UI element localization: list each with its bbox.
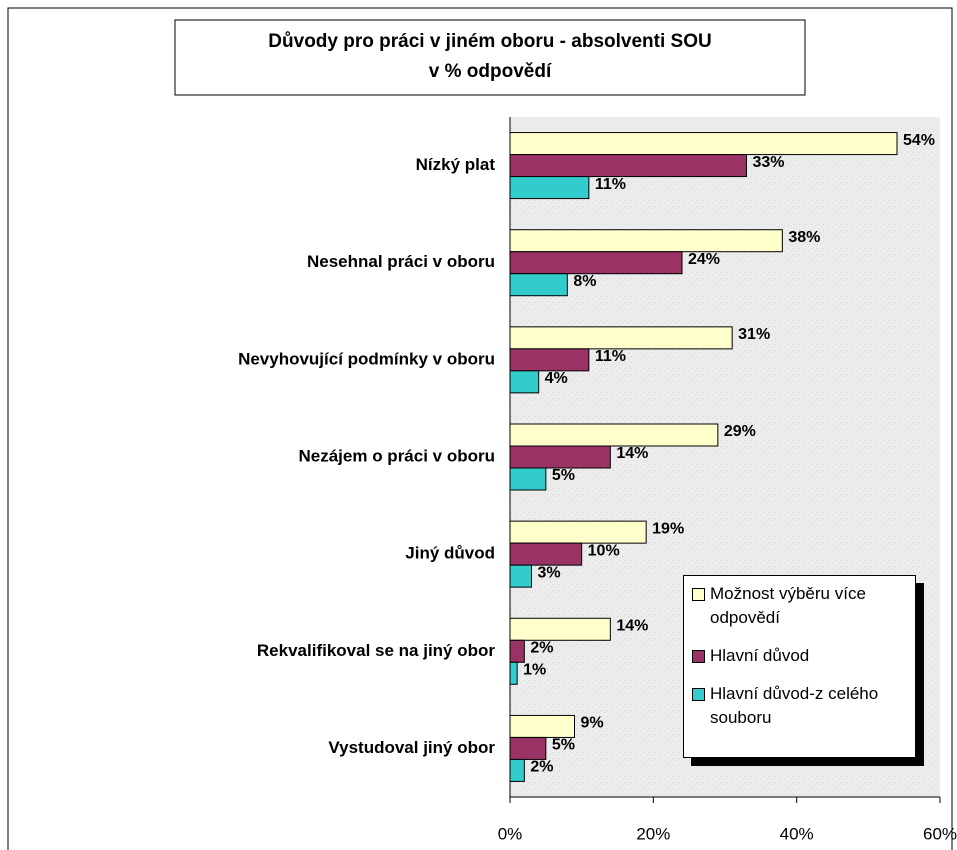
chart-title: v % odpovědí <box>429 61 552 82</box>
legend-item: Hlavní důvod-z celého souboru <box>688 682 911 730</box>
bar <box>509 370 540 394</box>
category-label: Jiný důvod <box>405 544 495 563</box>
legend-swatch <box>692 588 705 601</box>
data-label: 31% <box>738 326 770 343</box>
bar <box>509 273 568 297</box>
data-label: 5% <box>552 737 575 754</box>
data-label: 19% <box>652 520 684 537</box>
category-label: Vystudoval jiný obor <box>328 738 495 757</box>
bar <box>509 714 575 738</box>
category-label: Nízký plat <box>416 155 496 174</box>
bar <box>509 542 583 566</box>
data-label: 2% <box>530 640 553 657</box>
chart-title: Důvody pro práci v jiném oboru - absolve… <box>268 31 711 52</box>
bar <box>509 661 518 685</box>
data-label: 9% <box>581 715 604 732</box>
bar <box>509 132 898 156</box>
bar <box>509 445 611 469</box>
category-label: Nesehnal práci v oboru <box>307 252 495 271</box>
legend-label: Možnost výběru více odpovědí <box>710 584 866 627</box>
category-label: Nevyhovující podmínky v oboru <box>238 349 495 368</box>
bar <box>509 617 611 641</box>
bar <box>509 564 532 588</box>
data-label: 14% <box>616 445 648 462</box>
data-label: 11% <box>595 176 626 193</box>
legend-item: Možnost výběru více odpovědí <box>688 582 911 630</box>
data-label: 2% <box>530 759 553 776</box>
data-label: 8% <box>573 273 596 290</box>
x-tick-label: 0% <box>498 824 523 843</box>
legend-item: Hlavní důvod <box>688 644 911 668</box>
title-box <box>174 19 806 96</box>
bar <box>509 348 590 372</box>
data-label: 1% <box>523 662 546 679</box>
bar <box>509 154 747 178</box>
data-label: 4% <box>545 370 568 387</box>
bar <box>509 251 683 275</box>
category-label: Rekvalifikoval se na jiný obor <box>257 641 495 660</box>
bar <box>509 326 733 350</box>
data-label: 3% <box>538 564 561 581</box>
data-label: 54% <box>903 132 935 149</box>
category-label: Nezájem o práci v oboru <box>299 446 496 465</box>
bar <box>509 758 525 782</box>
data-label: 5% <box>552 467 575 484</box>
legend-swatch <box>692 688 705 701</box>
data-label: 38% <box>788 229 820 246</box>
legend-swatch <box>692 650 705 663</box>
bar <box>509 736 547 760</box>
data-label: 29% <box>724 423 756 440</box>
legend-label: Hlavní důvod <box>710 646 810 665</box>
bar <box>509 520 647 544</box>
legend: Možnost výběru více odpovědí Hlavní důvod… <box>683 575 916 758</box>
data-label: 11% <box>595 348 626 365</box>
legend-label: Hlavní důvod-z celého souboru <box>710 684 879 727</box>
bar <box>509 176 590 200</box>
bar <box>509 467 547 491</box>
x-tick-label: 20% <box>636 824 670 843</box>
data-label: 24% <box>688 251 720 268</box>
data-label: 14% <box>616 618 648 635</box>
x-tick-label: 60% <box>923 824 957 843</box>
data-label: 33% <box>753 154 785 171</box>
bar <box>509 639 525 663</box>
bar <box>509 423 719 447</box>
bar <box>509 229 783 253</box>
x-tick-label: 40% <box>780 824 814 843</box>
data-label: 10% <box>588 542 620 559</box>
